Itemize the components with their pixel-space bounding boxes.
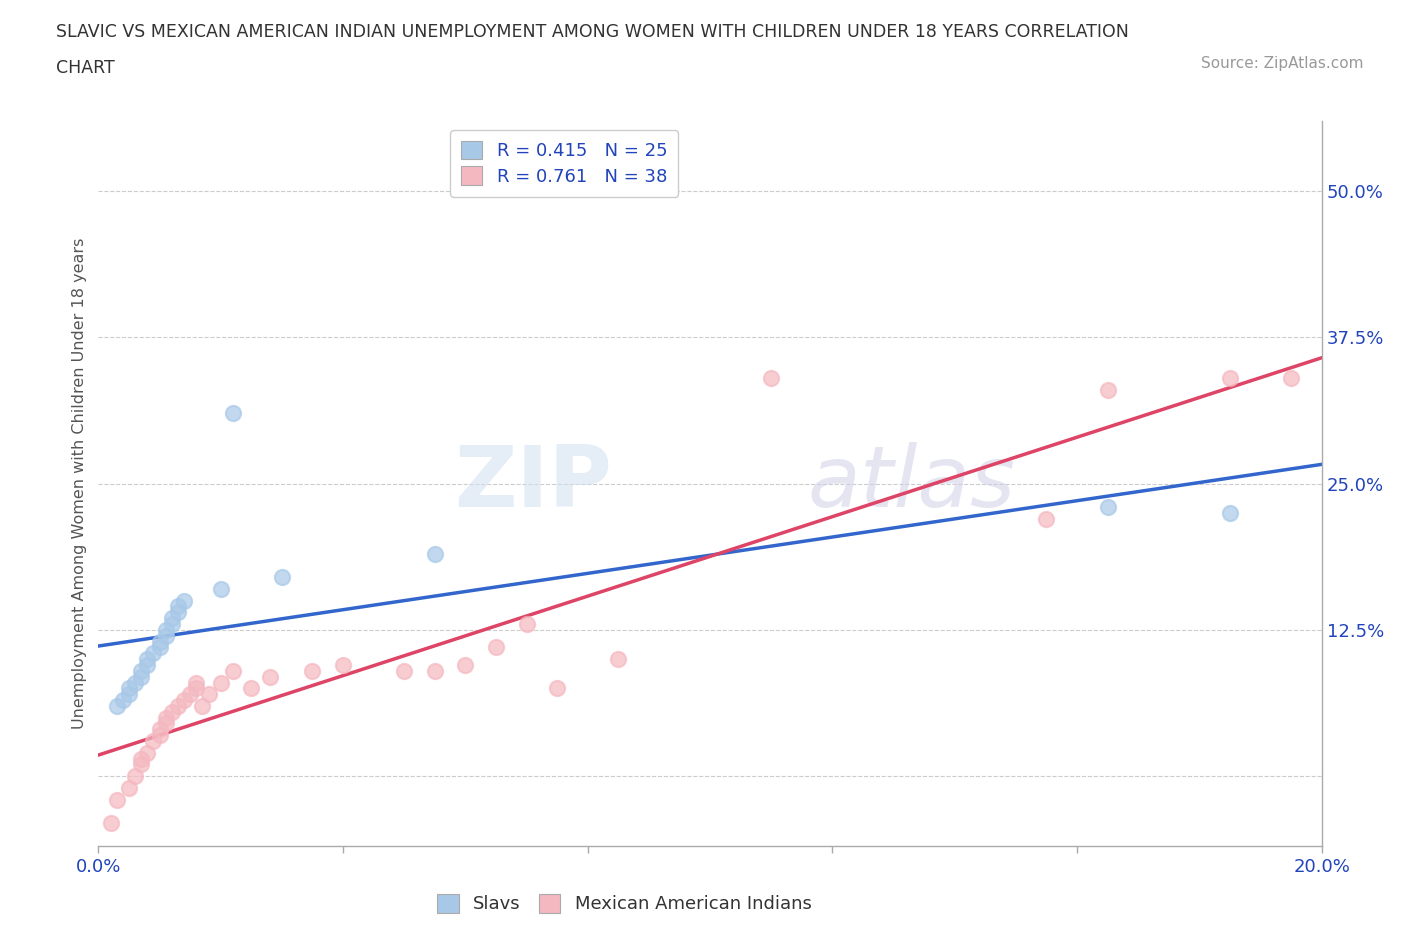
Point: [124, 769, 146, 784]
Point: [392, 663, 416, 678]
Point: [1219, 371, 1241, 386]
Point: [209, 581, 232, 596]
Point: [197, 686, 219, 701]
Point: [167, 698, 190, 713]
Point: [149, 634, 172, 649]
Point: [1035, 512, 1057, 526]
Point: [1219, 505, 1241, 520]
Point: [160, 617, 183, 631]
Point: [167, 604, 190, 619]
Y-axis label: Unemployment Among Women with Children Under 18 years: Unemployment Among Women with Children U…: [72, 238, 87, 729]
Point: [301, 663, 323, 678]
Point: [546, 681, 568, 696]
Point: [160, 611, 183, 626]
Point: [100, 816, 122, 830]
Point: [129, 751, 152, 766]
Point: [142, 734, 165, 749]
Point: [124, 675, 146, 690]
Point: [209, 675, 232, 690]
Point: [136, 658, 159, 672]
Point: [155, 622, 177, 637]
Point: [149, 727, 172, 742]
Point: [1279, 371, 1302, 386]
Point: [222, 406, 245, 421]
Point: [179, 686, 201, 701]
Point: [516, 617, 538, 631]
Point: [759, 371, 782, 386]
Point: [270, 570, 292, 585]
Point: [105, 792, 128, 807]
Point: [167, 599, 190, 614]
Point: [142, 645, 165, 660]
Point: [423, 546, 446, 561]
Point: [454, 658, 477, 672]
Point: [186, 681, 208, 696]
Point: [129, 757, 152, 772]
Text: Source: ZipAtlas.com: Source: ZipAtlas.com: [1201, 56, 1364, 71]
Point: [186, 675, 208, 690]
Point: [149, 640, 172, 655]
Point: [173, 693, 195, 708]
Point: [118, 681, 141, 696]
Point: [118, 780, 141, 795]
Text: ZIP: ZIP: [454, 442, 612, 525]
Legend: Slavs, Mexican American Indians: Slavs, Mexican American Indians: [430, 887, 820, 921]
Point: [191, 698, 214, 713]
Point: [240, 681, 263, 696]
Point: [136, 745, 159, 760]
Point: [259, 670, 281, 684]
Point: [173, 593, 195, 608]
Point: [1097, 499, 1119, 514]
Point: [149, 722, 172, 737]
Point: [485, 640, 508, 655]
Text: SLAVIC VS MEXICAN AMERICAN INDIAN UNEMPLOYMENT AMONG WOMEN WITH CHILDREN UNDER 1: SLAVIC VS MEXICAN AMERICAN INDIAN UNEMPL…: [56, 23, 1129, 41]
Point: [155, 629, 177, 644]
Point: [607, 652, 630, 667]
Point: [155, 716, 177, 731]
Point: [105, 698, 128, 713]
Point: [160, 704, 183, 719]
Point: [136, 652, 159, 667]
Point: [155, 711, 177, 725]
Point: [129, 663, 152, 678]
Point: [332, 658, 354, 672]
Point: [118, 686, 141, 701]
Point: [129, 670, 152, 684]
Point: [111, 693, 134, 708]
Point: [1097, 382, 1119, 397]
Point: [423, 663, 446, 678]
Point: [222, 663, 245, 678]
Text: atlas: atlas: [808, 442, 1017, 525]
Text: CHART: CHART: [56, 59, 115, 76]
